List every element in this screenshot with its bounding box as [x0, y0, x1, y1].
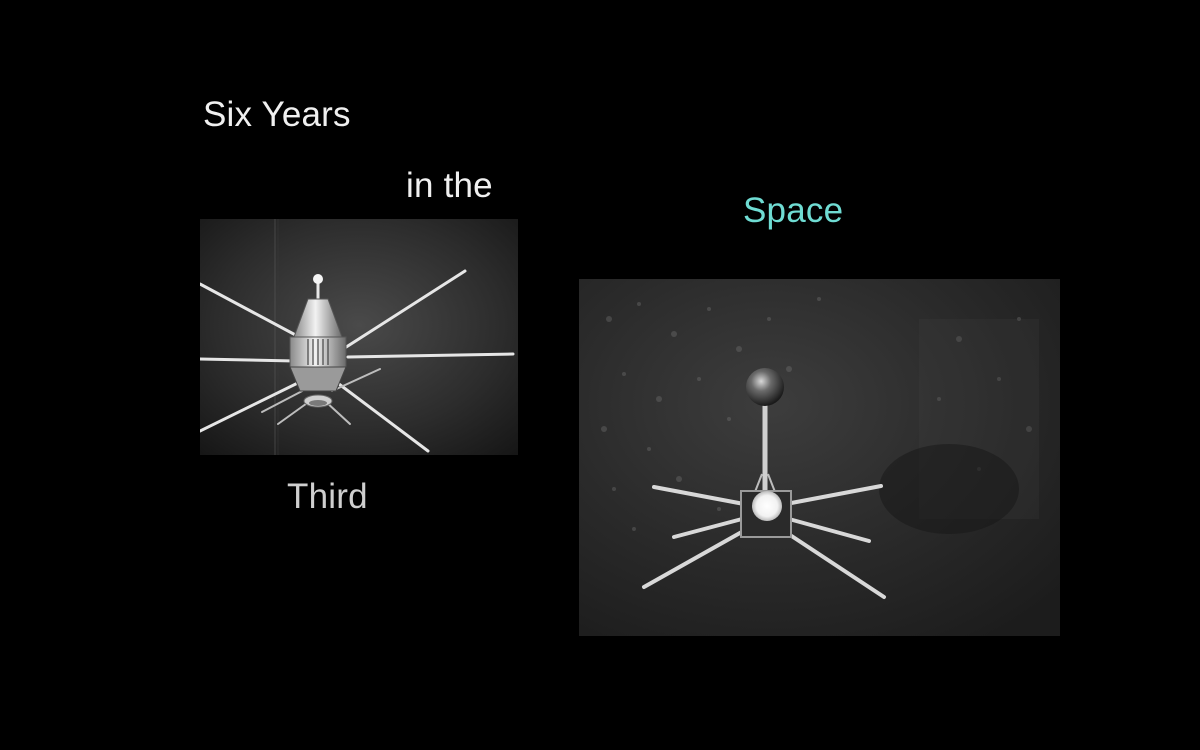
caption-six-years: Six Years — [203, 95, 351, 134]
satellite-photo-left — [200, 219, 518, 455]
caption-third: Third — [287, 477, 368, 516]
satellite-antennas-image — [200, 219, 518, 455]
caption-in-the: in the — [406, 166, 493, 205]
satellite-photo-right — [579, 279, 1060, 636]
satellite-sphere-image — [579, 279, 1060, 636]
caption-space: Space — [743, 191, 844, 230]
